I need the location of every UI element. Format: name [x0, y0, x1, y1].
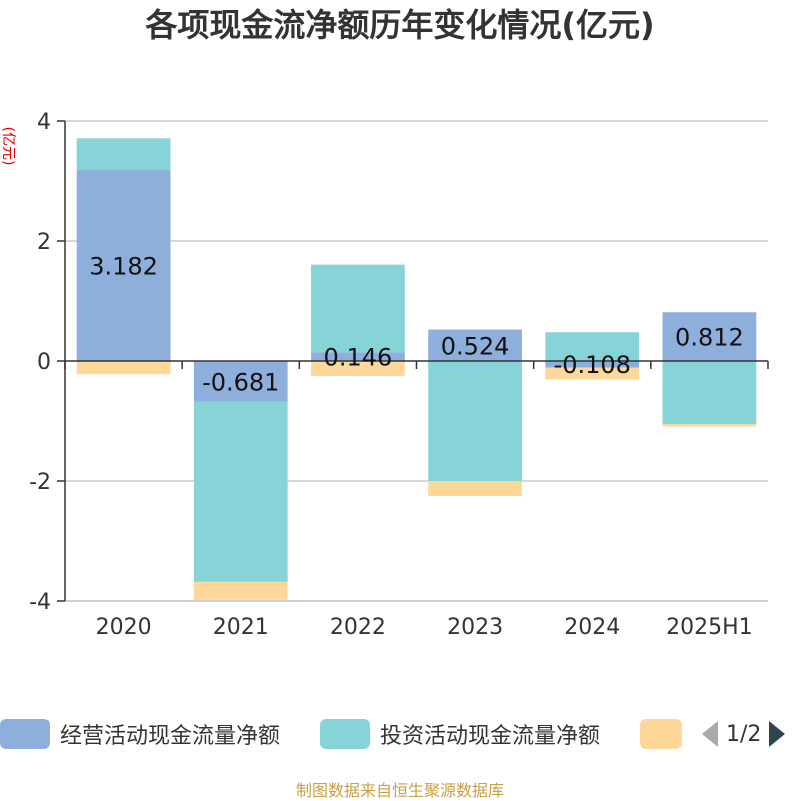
y-tick-label: 2 — [37, 230, 51, 255]
bar-series3 — [428, 481, 522, 496]
bar-series3 — [193, 581, 288, 600]
bar-series3 — [662, 424, 757, 427]
y-tick-label: -4 — [29, 590, 51, 615]
data-label: -0.108 — [554, 351, 631, 379]
legend-swatch-operating — [0, 719, 50, 749]
legend-swatch-investing — [320, 719, 370, 749]
legend-label-investing: 投资活动现金流量净额 — [380, 724, 601, 749]
prev-page-icon[interactable] — [700, 719, 720, 749]
legend-swatch-financing — [640, 719, 682, 749]
bar-series2 — [662, 361, 757, 424]
y-tick-label: -2 — [29, 470, 51, 495]
legend-page-indicator: 1/2 — [726, 721, 762, 747]
legend-item-financing[interactable] — [640, 716, 682, 752]
x-tick-label: 2025H1 — [666, 615, 753, 640]
bar-series1 — [193, 361, 288, 402]
bar-series2 — [428, 361, 522, 481]
bar-series1 — [311, 352, 405, 361]
legend-pager: 1/2 — [700, 716, 787, 752]
y-tick-label: 4 — [37, 110, 51, 135]
bar-series2 — [193, 401, 288, 582]
y-axis-label: (亿元) — [0, 127, 16, 166]
axes: 4 2 0 -2 -4 2020 2021 2022 2023 2024 2025H1 — [29, 110, 769, 640]
bar-series1 — [545, 361, 640, 368]
x-tick-label: 2022 — [330, 615, 386, 640]
data-label: 3.182 — [89, 253, 158, 281]
bars — [76, 138, 757, 600]
legend: 经营活动现金流量净额 投资活动现金流量净额 1/2 — [0, 716, 800, 756]
data-labels: 3.182 -0.681 0.146 0.524 -0.108 0.812 — [89, 253, 744, 397]
bar-series1 — [76, 170, 171, 361]
source-note: 制图数据来自恒生聚源数据库 — [295, 781, 504, 800]
bar-series2 — [76, 138, 171, 171]
x-tick-label: 2023 — [447, 615, 503, 640]
bar-series1 — [428, 329, 522, 361]
grid-lines — [65, 120, 768, 602]
data-label: 0.812 — [675, 324, 744, 352]
data-label: 0.146 — [324, 344, 393, 372]
x-tick-label: 2024 — [564, 615, 620, 640]
y-tick-label: 0 — [37, 350, 51, 375]
x-tick-label: 2020 — [96, 615, 152, 640]
chart-title: 各项现金流净额历年变化情况(亿元) — [145, 6, 654, 44]
data-label: 0.524 — [441, 332, 510, 360]
bar-series3 — [311, 361, 405, 376]
bar-series2 — [545, 332, 640, 361]
legend-item-operating[interactable]: 经营活动现金流量净额 — [0, 716, 280, 752]
bar-series2 — [311, 264, 405, 353]
x-tick-label: 2021 — [213, 615, 269, 640]
legend-label-operating: 经营活动现金流量净额 — [60, 724, 281, 749]
legend-item-investing[interactable]: 投资活动现金流量净额 — [320, 716, 600, 752]
next-page-icon[interactable] — [767, 719, 787, 749]
bar-series3 — [76, 361, 171, 375]
data-label: -0.681 — [202, 368, 279, 396]
bar-series1 — [662, 312, 757, 361]
bar-series3 — [545, 367, 640, 380]
